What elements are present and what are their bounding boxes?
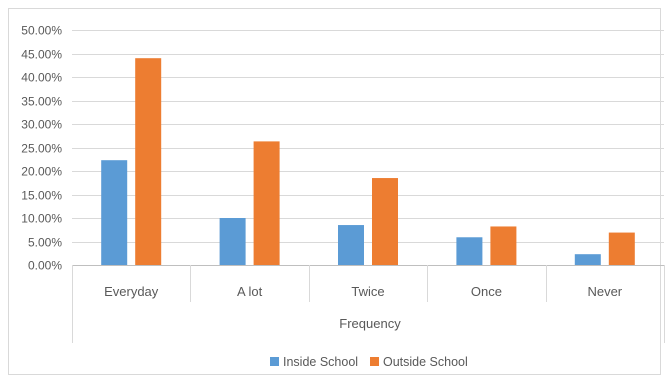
category-labels: Everyday A lot Twice Once Never <box>104 284 623 299</box>
bars <box>101 58 635 266</box>
legend-swatch <box>270 357 279 366</box>
legend-label: Inside School <box>283 355 358 369</box>
y-tick-label: 20.00% <box>21 165 62 179</box>
bar-inside-school <box>338 225 364 265</box>
bar-outside-school <box>490 226 517 265</box>
x-tick-label: Twice <box>351 284 384 299</box>
bar-inside-school <box>219 218 246 265</box>
x-tick-label: Never <box>587 284 622 299</box>
y-tick-label: 10.00% <box>21 212 62 226</box>
y-tick-label: 25.00% <box>21 142 62 156</box>
x-tick-label: Once <box>471 284 502 299</box>
y-tick-label: 40.00% <box>21 71 62 85</box>
bar-inside-school <box>101 160 128 265</box>
gridlines <box>72 30 664 266</box>
bar-outside-school <box>253 141 280 265</box>
y-tick-label: 5.00% <box>28 236 62 250</box>
x-axis-title: Frequency <box>339 316 401 331</box>
x-tick-label: Everyday <box>104 284 159 299</box>
y-tick-label: 35.00% <box>21 95 62 109</box>
y-tick-label: 30.00% <box>21 118 62 132</box>
legend-label: Outside School <box>383 355 468 369</box>
bar-outside-school <box>135 58 162 266</box>
y-tick-label: 50.00% <box>21 24 62 38</box>
legend-swatch <box>370 357 379 366</box>
x-tick-label: A lot <box>237 284 263 299</box>
bar-inside-school <box>574 254 601 265</box>
bar-outside-school <box>372 178 398 265</box>
bar-outside-school <box>608 232 635 265</box>
y-tick-label: 0.00% <box>28 259 62 273</box>
legend: Inside School Outside School <box>270 355 468 369</box>
y-tick-label: 15.00% <box>21 189 62 203</box>
y-tick-labels: 0.00% 5.00% 10.00% 15.00% 20.00% 25.00% 30.00%… <box>21 24 62 273</box>
category-axis-lines <box>72 265 665 343</box>
y-tick-label: 45.00% <box>21 48 62 62</box>
bar-inside-school <box>456 237 483 265</box>
